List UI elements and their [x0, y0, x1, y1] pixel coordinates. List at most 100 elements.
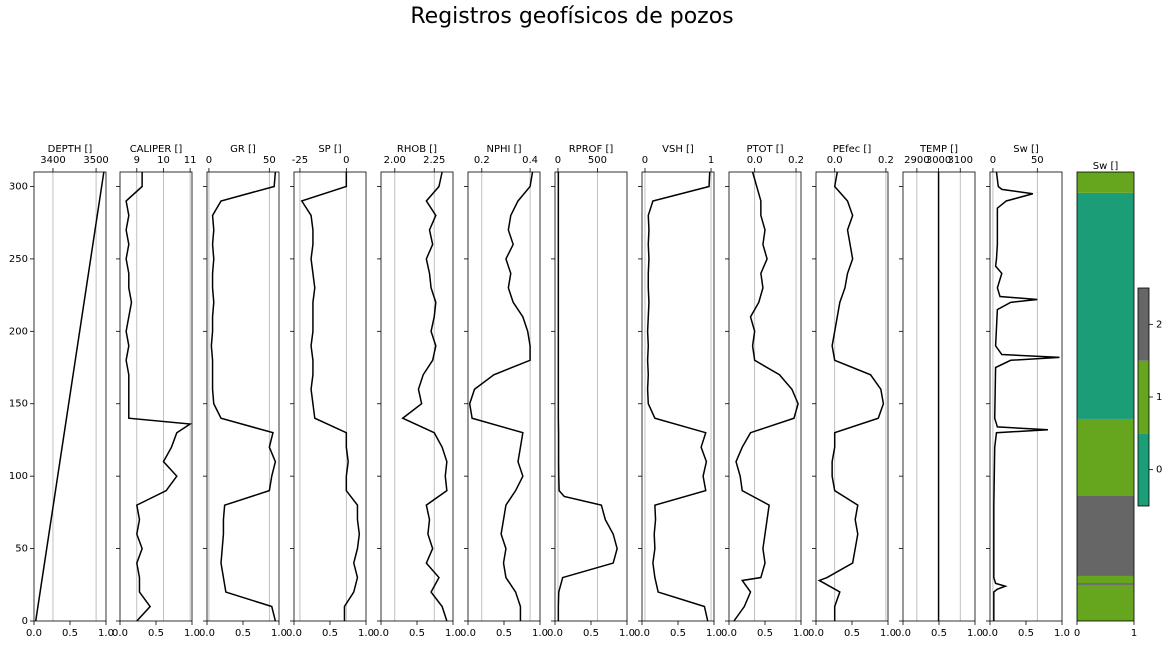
colorbar-tick-label: 2: [1156, 319, 1162, 330]
facies-band: [1077, 192, 1134, 419]
panel-title: RPROF []: [569, 144, 614, 155]
x-tick-label: 0.0: [112, 628, 128, 639]
panel-title: RHOB []: [397, 144, 437, 155]
log-curve: [401, 171, 448, 622]
log-curve: [125, 172, 193, 622]
x-tick-label: 0.0: [26, 628, 42, 639]
panel-frame: [119, 171, 193, 622]
x-tick-label: 0.5: [148, 628, 164, 639]
top-tick-label: 0.0: [827, 155, 843, 166]
top-tick-label: 10: [157, 155, 170, 166]
log-curve: [646, 171, 711, 622]
y-tick-label: 300: [9, 181, 28, 192]
panel-frame: [1076, 171, 1135, 622]
x-tick-label: 1.0: [98, 628, 114, 639]
top-tick-label: 2900: [904, 155, 929, 166]
log-curve: [557, 172, 618, 621]
panel-title: Sw []: [1093, 161, 1119, 172]
panel-frame: [467, 171, 541, 622]
x-tick-label: 1.0: [358, 628, 374, 639]
x-tick-label: 0.0: [895, 628, 911, 639]
top-tick-label: 500: [588, 155, 607, 166]
x-tick-label: 1.0: [445, 628, 461, 639]
log-curve: [733, 171, 799, 622]
top-tick-label: 0.0: [747, 155, 763, 166]
x-tick-label: 0.0: [634, 628, 650, 639]
panel-title: TEMP []: [919, 144, 958, 155]
log-curve: [817, 171, 885, 621]
log-curve: [993, 171, 1060, 621]
x-tick-label: 0.5: [931, 628, 947, 639]
x-tick-label: 1: [1131, 628, 1137, 639]
top-tick-label: 0.2: [788, 155, 804, 166]
facies-band: [1077, 496, 1134, 576]
x-tick-label: 1.0: [532, 628, 548, 639]
log-curve: [468, 171, 534, 621]
y-tick-label: 50: [15, 544, 28, 555]
facies-band: [1077, 583, 1134, 585]
y-tick-label: 150: [9, 399, 28, 410]
x-tick-label: 0.5: [235, 628, 251, 639]
colorbar-tick-label: 0: [1156, 465, 1162, 476]
top-tick-label: 3100: [948, 155, 973, 166]
top-tick-label: 0.2: [878, 155, 894, 166]
x-tick-label: 0.5: [1018, 628, 1034, 639]
panel-frame: [989, 171, 1063, 622]
colorbar-tick-label: 1: [1156, 392, 1162, 403]
top-tick-label: -25: [292, 155, 308, 166]
x-tick-label: 1.0: [793, 628, 809, 639]
x-tick-label: 1.0: [619, 628, 635, 639]
x-tick-label: 0.0: [547, 628, 563, 639]
x-tick-label: 0.0: [808, 628, 824, 639]
x-tick-label: 0.0: [460, 628, 476, 639]
panel-title: PEfec []: [833, 144, 872, 155]
x-tick-label: 0.0: [373, 628, 389, 639]
x-tick-label: 1.0: [967, 628, 983, 639]
x-tick-label: 0.5: [844, 628, 860, 639]
panel-frame: [641, 171, 715, 622]
panel-title: DEPTH []: [48, 144, 93, 155]
top-tick-label: 3000: [926, 155, 951, 166]
panel-title: NPHI []: [487, 144, 522, 155]
panel-title: VSH []: [662, 144, 694, 155]
top-tick-label: 0: [555, 155, 561, 166]
y-tick-label: 100: [9, 471, 28, 482]
x-tick-label: 0.0: [286, 628, 302, 639]
panel-frame: [728, 171, 802, 622]
facies-band: [1077, 584, 1134, 621]
facies-band: [1077, 575, 1134, 584]
x-tick-label: 0.0: [982, 628, 998, 639]
colorbar-segment: [1138, 360, 1149, 434]
x-tick-label: 1.0: [271, 628, 287, 639]
colorbar-segment: [1138, 288, 1149, 361]
panel-frame: [206, 171, 280, 622]
facies-band: [1077, 172, 1134, 193]
x-tick-label: 0.5: [496, 628, 512, 639]
top-tick-label: 0.4: [522, 155, 538, 166]
top-tick-label: 11: [184, 155, 197, 166]
figure-title: Registros geofísicos de pozos: [410, 4, 733, 29]
panel-title: CALIPER []: [130, 144, 183, 155]
colorbar-segment: [1138, 433, 1149, 506]
x-tick-label: 0.0: [721, 628, 737, 639]
panel-frame: [33, 171, 107, 622]
x-tick-label: 0.5: [757, 628, 773, 639]
top-tick-label: 50: [1031, 155, 1044, 166]
x-tick-label: 0.5: [409, 628, 425, 639]
panel-title: PTOT []: [746, 144, 783, 155]
x-tick-label: 0.0: [199, 628, 215, 639]
y-tick-label: 0: [22, 616, 28, 627]
x-tick-label: 1.0: [706, 628, 722, 639]
top-tick-label: 0: [343, 155, 349, 166]
panel-frame: [380, 171, 454, 622]
top-tick-label: 2.00: [384, 155, 406, 166]
log-curve: [300, 172, 361, 621]
top-tick-label: 1: [708, 155, 714, 166]
x-tick-label: 1.0: [184, 628, 200, 639]
y-tick-label: 200: [9, 326, 28, 337]
x-tick-label: 0.5: [583, 628, 599, 639]
panel-frame: [293, 171, 367, 622]
panel-title: Sw []: [1013, 144, 1039, 155]
panel-frame: [902, 171, 976, 622]
facies-band: [1077, 418, 1134, 497]
